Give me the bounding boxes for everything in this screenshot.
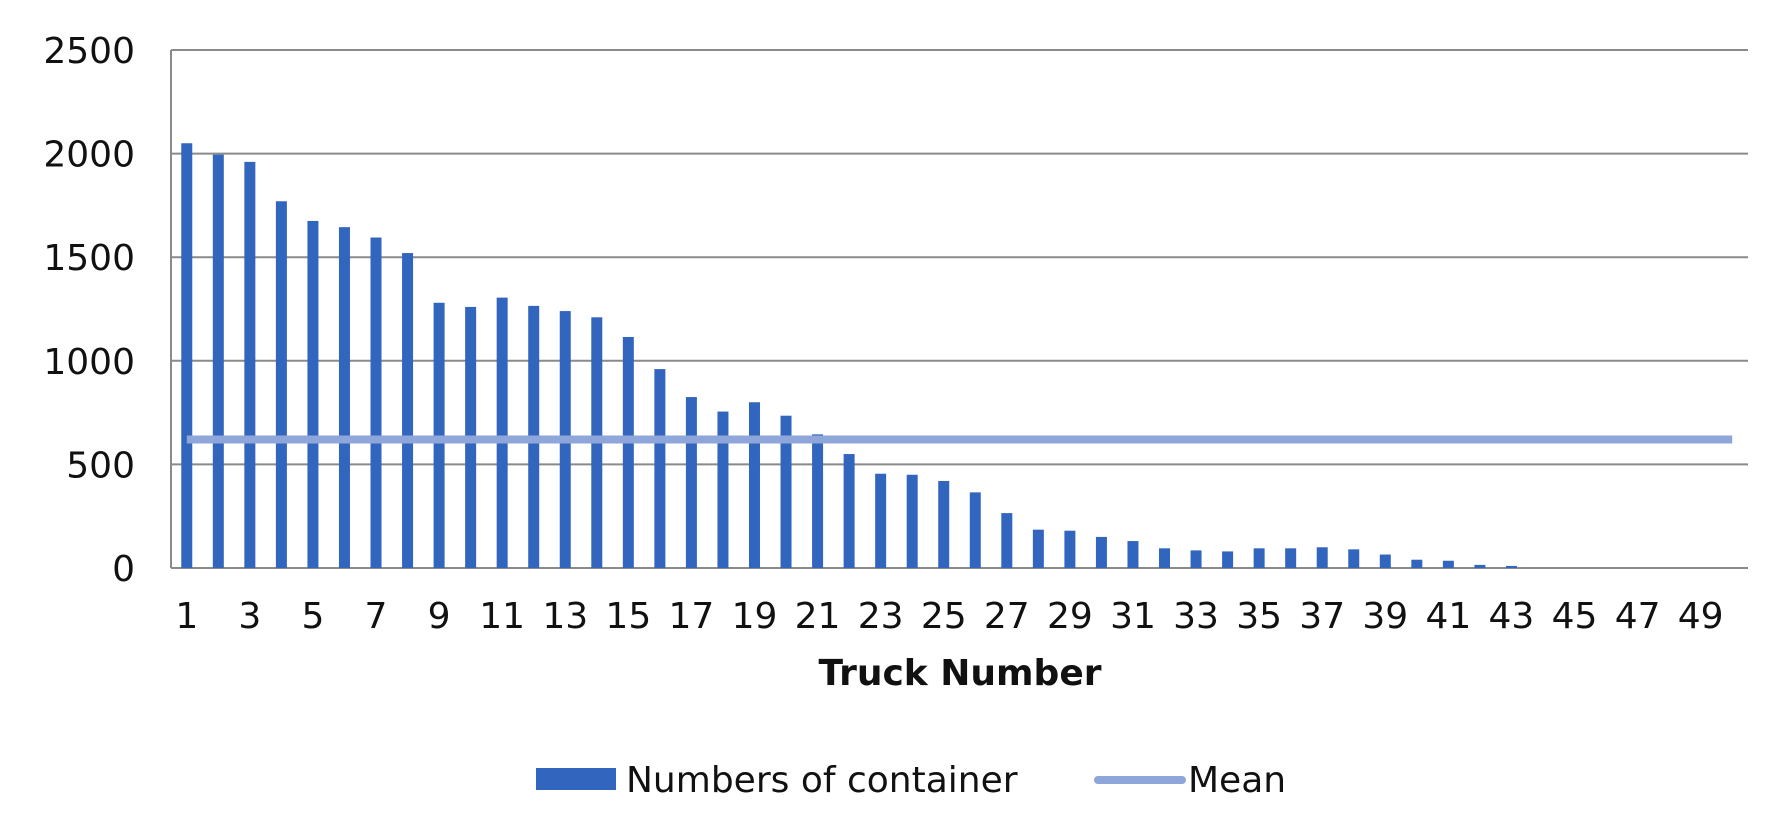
- x-tick-label-45: 45: [1552, 596, 1598, 637]
- bar-truck-23: [875, 473, 887, 568]
- legend: Numbers of container Mean: [536, 760, 1286, 801]
- bar-truck-40: [1411, 559, 1423, 568]
- bar-truck-41: [1442, 560, 1454, 568]
- legend-swatch-numbers-of-container: [536, 768, 616, 790]
- x-axis-title: Truck Number: [818, 653, 1101, 694]
- legend-label-mean: Mean: [1188, 760, 1286, 801]
- x-tick-label-3: 3: [238, 596, 261, 637]
- bar-truck-36: [1285, 548, 1297, 568]
- y-tick-label-500: 500: [66, 445, 135, 486]
- bar-truck-11: [496, 297, 508, 568]
- x-tick-label-19: 19: [732, 596, 778, 637]
- x-tick-label-49: 49: [1678, 596, 1724, 637]
- bar-truck-25: [938, 480, 950, 568]
- bar-truck-22: [843, 454, 855, 568]
- bar-truck-1: [181, 143, 193, 569]
- bar-truck-31: [1127, 541, 1139, 568]
- bar-truck-37: [1316, 547, 1328, 568]
- bar-truck-9: [433, 302, 445, 568]
- x-tick-label-5: 5: [301, 596, 324, 637]
- y-axis-ticks: 0 500 1000 1500 2000 2500: [43, 31, 135, 590]
- y-tick-label-2000: 2000: [43, 135, 135, 176]
- bar-truck-3: [244, 161, 256, 568]
- bar-truck-33: [1190, 550, 1202, 568]
- bar-truck-24: [906, 474, 918, 568]
- x-tick-label-39: 39: [1362, 596, 1408, 637]
- bar-truck-16: [654, 369, 666, 568]
- bar-truck-27: [1001, 513, 1013, 568]
- x-tick-label-15: 15: [605, 596, 651, 637]
- bar-truck-8: [402, 253, 414, 568]
- bar-truck-43: [1505, 565, 1517, 568]
- bar-truck-19: [748, 402, 760, 568]
- x-tick-label-9: 9: [428, 596, 451, 637]
- y-tick-label-2500: 2500: [43, 31, 135, 72]
- x-tick-label-11: 11: [479, 596, 525, 637]
- bar-truck-21: [812, 434, 824, 568]
- x-tick-label-27: 27: [984, 596, 1030, 637]
- x-tick-label-7: 7: [365, 596, 388, 637]
- bar-truck-32: [1159, 548, 1171, 568]
- bar-truck-34: [1222, 551, 1234, 568]
- bar-truck-29: [1064, 530, 1076, 568]
- x-tick-label-17: 17: [669, 596, 715, 637]
- bar-truck-2: [212, 154, 224, 569]
- x-tick-label-33: 33: [1173, 596, 1219, 637]
- bar-truck-6: [338, 227, 350, 568]
- bar-truck-30: [1095, 536, 1107, 568]
- x-tick-label-29: 29: [1047, 596, 1093, 637]
- legend-label-numbers-of-container: Numbers of container: [626, 760, 1018, 801]
- x-tick-label-47: 47: [1615, 596, 1661, 637]
- x-tick-label-37: 37: [1299, 596, 1345, 637]
- y-tick-label-1500: 1500: [43, 238, 135, 279]
- bar-truck-38: [1348, 549, 1360, 568]
- x-tick-label-25: 25: [921, 596, 967, 637]
- x-tick-label-21: 21: [795, 596, 841, 637]
- bar-truck-28: [1032, 529, 1044, 568]
- x-tick-label-23: 23: [858, 596, 904, 637]
- bar-truck-20: [780, 415, 792, 568]
- bar-truck-5: [307, 220, 319, 568]
- bar-truck-18: [717, 411, 729, 568]
- bar-truck-4: [275, 201, 287, 569]
- x-tick-label-31: 31: [1110, 596, 1156, 637]
- x-tick-label-43: 43: [1489, 596, 1535, 637]
- x-tick-label-1: 1: [175, 596, 198, 637]
- y-tick-label-0: 0: [112, 549, 135, 590]
- bar-truck-42: [1474, 564, 1486, 568]
- bar-truck-7: [370, 237, 382, 569]
- bar-truck-26: [969, 492, 981, 568]
- x-tick-label-13: 13: [542, 596, 588, 637]
- x-axis-ticks: 1 3 5 7 9 11 13 15 17 19 21 23 25 27 29 31 33 35 37 39 41 43 4…: [175, 596, 1723, 637]
- bar-truck-17: [685, 397, 697, 568]
- bar-truck-15: [622, 336, 634, 568]
- y-tick-label-1000: 1000: [43, 342, 135, 383]
- bar-truck-35: [1253, 548, 1265, 568]
- x-tick-label-35: 35: [1236, 596, 1282, 637]
- x-tick-label-41: 41: [1425, 596, 1471, 637]
- bars-series: [181, 143, 1517, 569]
- bar-truck-39: [1379, 554, 1391, 568]
